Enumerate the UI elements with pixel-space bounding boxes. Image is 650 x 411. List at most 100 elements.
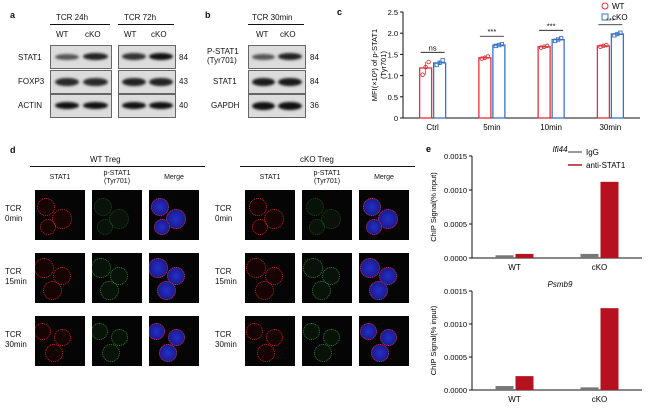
chart-c-ytick-label-1: 0.5 <box>388 93 398 102</box>
chart-e2-ytick-label-2: 0.0010 <box>444 320 467 329</box>
chart-e2-xtick-0: WT <box>508 395 521 404</box>
cell <box>42 280 62 300</box>
panel-d-row-label-0-0: TCR 0min <box>5 204 23 223</box>
chart-c-ytick-label-2: 1.0 <box>388 72 398 81</box>
cell <box>371 344 389 362</box>
panel-b-kd-gapdh: 36 <box>310 101 319 110</box>
micrograph-0-2-1 <box>92 316 142 366</box>
chart-c-bar-wt-3 <box>596 45 611 119</box>
panel-b-kd-pstat1: 84 <box>310 53 319 62</box>
cell <box>110 328 128 346</box>
cell <box>359 322 377 340</box>
cell <box>314 344 332 362</box>
chart-e1-xtick-1: cKO <box>592 263 608 272</box>
chart-e2-ytick-label-0: 0.0000 <box>444 386 467 395</box>
chart-c-bar-cko-2 <box>551 38 565 119</box>
blot-b-stat1 <box>248 70 306 94</box>
cell <box>37 198 55 216</box>
panel-b-header-line <box>248 24 304 25</box>
cell <box>360 258 380 278</box>
chart-e2-ylabel: ChIP Signal(% input) <box>429 305 438 375</box>
panel-a-lane-wt-2: WT <box>124 30 137 39</box>
chart-c-xtick-2: 10min <box>540 123 562 132</box>
panel-a-row-label-actin: ACTIN <box>18 101 42 110</box>
micrograph-1-2-1 <box>302 316 352 366</box>
chart-c-bar-cko-1 <box>492 44 506 119</box>
panel-d-col-header-0-2: Merge <box>164 174 184 181</box>
chart-c-mfi: c MFI(×10³) of p-STAT1 (Tyr701) 0 0.5 1.0 1.5 2… <box>337 2 640 132</box>
cell <box>311 280 331 300</box>
panel-d-group-title-0: WT Treg <box>90 155 121 164</box>
cell <box>99 280 119 300</box>
cell <box>167 328 185 346</box>
panel-b-lane-wt: WT <box>256 30 269 39</box>
panel-d-microscopy: WT Treg STAT1 p-STAT1 (Tyr701) Merge TCR 0mi… <box>0 150 420 410</box>
panel-d-row-label-1-2: TCR 30min <box>215 330 237 349</box>
blot-a-stat1-72h <box>118 45 176 69</box>
cell <box>249 198 267 216</box>
chart-e1-ytick-label-1: 0.0005 <box>444 220 467 229</box>
micrograph-1-2-2 <box>359 316 409 366</box>
panel-a-header-line-72h <box>118 24 174 25</box>
cell <box>92 258 111 278</box>
cell <box>94 198 112 216</box>
micrograph-1-0-0 <box>245 190 295 240</box>
panel-d-group-line-1 <box>240 166 415 167</box>
cell <box>265 328 283 346</box>
panel-d-row-label-1-0: TCR 0min <box>215 204 233 223</box>
chart-c-ylabel-line-0: MFI(×10³) of p-STAT1 <box>370 29 379 101</box>
chart-e2-ytick-label-1: 0.0005 <box>444 353 467 362</box>
micrograph-1-1-2 <box>359 253 409 303</box>
cell <box>322 267 340 285</box>
chart-e1-bar-igg-1 <box>580 253 599 258</box>
chart-c-point-cko-1-2 <box>499 42 505 47</box>
panel-a-letter: a <box>10 10 16 20</box>
cell <box>366 219 382 235</box>
cell <box>149 322 165 340</box>
chart-c-bar-wt-2 <box>537 46 551 119</box>
chart-c-legend-cko-marker <box>601 13 609 21</box>
chart-e1-bar-anti-stat1-1 <box>600 181 619 258</box>
cell <box>151 198 169 216</box>
micrograph-0-1-0 <box>35 253 85 303</box>
chart-c-sig-2: *** <box>547 21 556 30</box>
chart-c-ytick-label-3: 1.5 <box>388 50 398 59</box>
cell <box>149 258 168 278</box>
cell <box>154 219 170 235</box>
cell <box>97 219 113 235</box>
cell <box>264 209 284 229</box>
panel-a-header-24h: TCR 24h <box>56 13 89 22</box>
chart-e1-bar-anti-stat1-0 <box>515 253 534 258</box>
chart-e1-ytick-label-0: 0.0000 <box>444 254 467 263</box>
chart-c-ytick-label-0: 0 <box>394 114 398 123</box>
micrograph-1-2-0 <box>245 316 295 366</box>
micrograph-1-0-1 <box>302 190 352 240</box>
panel-a-lane-wt-1: WT <box>56 30 69 39</box>
cell <box>265 267 283 285</box>
cell <box>254 280 274 300</box>
blot-a-actin-72h <box>118 94 176 118</box>
blot-a-foxp3-72h <box>118 70 176 94</box>
chart-e2-bar-anti-stat1-1 <box>600 308 619 390</box>
micrograph-0-0-1 <box>92 190 142 240</box>
panel-a-header-72h: TCR 72h <box>124 13 157 22</box>
chart-c-legend-wt: WT <box>612 2 625 11</box>
panel-b-letter: b <box>205 10 211 20</box>
micrograph-0-1-1 <box>92 253 142 303</box>
chart-c-xtick-0: Ctrl <box>426 123 439 132</box>
chart-c-point-wt-3-2 <box>604 42 609 48</box>
cell <box>302 322 320 340</box>
chart-e2-bar-igg-0 <box>495 386 514 390</box>
chart-c-point-wt-0-2 <box>426 59 431 65</box>
cell <box>309 219 325 235</box>
cell <box>321 209 341 229</box>
cell <box>110 267 128 285</box>
micrograph-0-0-0 <box>35 190 85 240</box>
panel-a-row-label-stat1: STAT1 <box>18 53 42 62</box>
panel-e-letter: e <box>426 144 431 154</box>
panel-d-col-header-1-0: STAT1 <box>259 174 281 181</box>
chart-c-point-cko-3-2 <box>618 30 623 35</box>
cell <box>35 322 51 340</box>
chart-e1-xtick-0: WT <box>508 263 521 272</box>
cell <box>109 209 129 229</box>
